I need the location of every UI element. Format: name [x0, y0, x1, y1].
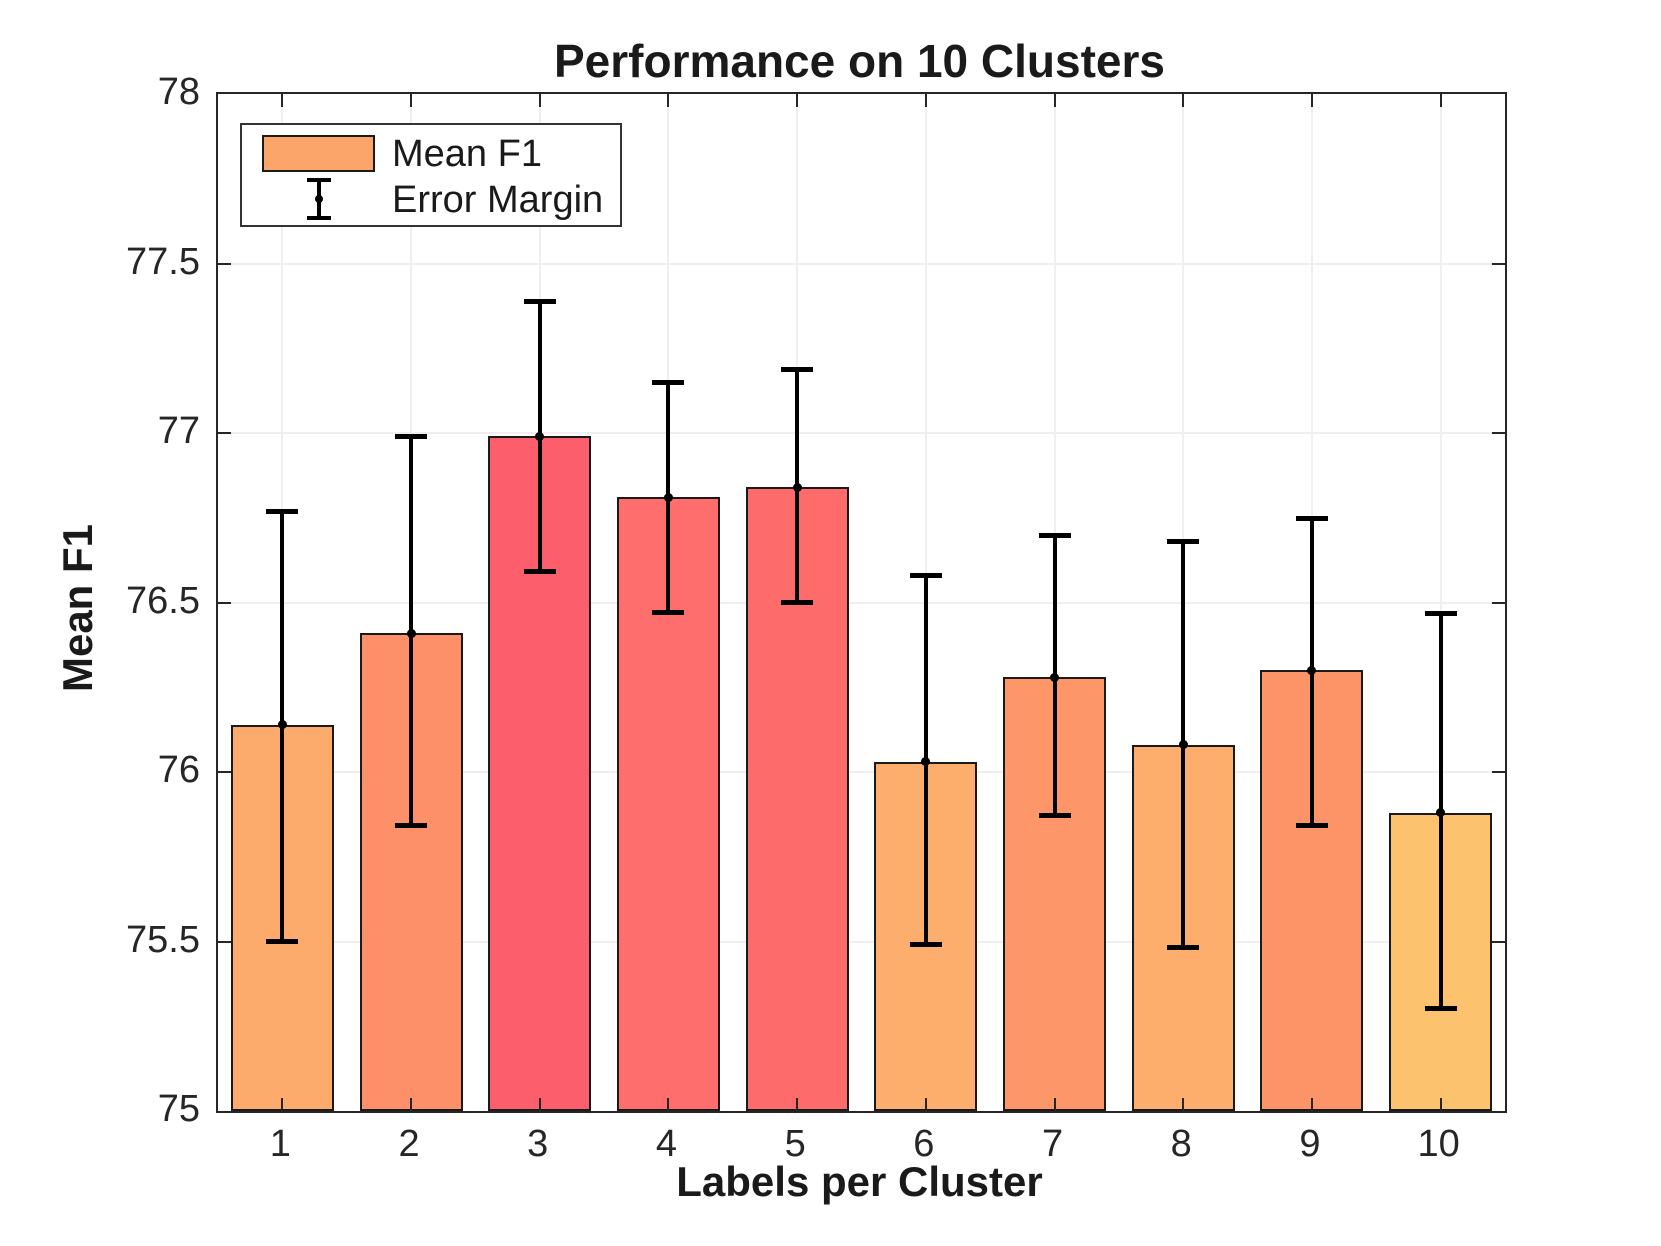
y-tick-label: 77.5 [126, 240, 200, 283]
error-bar-cap-top [781, 366, 814, 372]
x-tick-label: 2 [398, 1123, 420, 1165]
plot-area [216, 92, 1507, 1113]
x-tick [1053, 1098, 1056, 1111]
error-bar-cap-top [1295, 515, 1328, 521]
legend-label: Error Margin [392, 179, 604, 221]
y-tick [1492, 432, 1505, 434]
y-tick-label: 78 [157, 71, 200, 113]
error-bar-cap-top [266, 508, 299, 514]
gridline-h [218, 601, 1505, 604]
x-tick [538, 1098, 541, 1111]
error-bar-cap-top [652, 380, 685, 386]
x-tick-label: 10 [1417, 1123, 1460, 1165]
x-tick [1053, 94, 1056, 107]
y-tick [218, 262, 231, 265]
legend-errorbar-icon [304, 176, 334, 222]
y-tick [1492, 262, 1505, 265]
error-bar-cap-bottom [395, 823, 428, 829]
x-tick [1182, 1098, 1185, 1111]
y-tick [1492, 940, 1505, 943]
x-tick-label: 7 [1041, 1123, 1064, 1165]
x-tick [924, 94, 927, 107]
y-tick-label: 77 [157, 410, 200, 452]
legend-bar-swatch [262, 135, 375, 172]
x-tick [281, 94, 284, 107]
error-bar-marker [277, 720, 287, 730]
x-tick-label: 9 [1299, 1123, 1321, 1165]
x-tick [1310, 1098, 1313, 1111]
y-tick-label: 75 [157, 1088, 200, 1130]
error-bar-marker [406, 628, 416, 638]
y-tick [218, 940, 231, 943]
error-bar-cap-bottom [1295, 823, 1328, 829]
error-bar-marker [792, 482, 802, 492]
legend-item-mean-f1: Mean F1 [242, 129, 620, 175]
x-tick-label: 4 [655, 1123, 677, 1165]
gridline-h [218, 432, 1505, 434]
y-tick-label: 76.5 [126, 579, 200, 622]
bar [616, 497, 720, 1111]
y-tick [1492, 601, 1505, 604]
x-tick-label: 1 [269, 1123, 291, 1165]
y-tick [218, 432, 231, 434]
error-bar-marker [1436, 808, 1446, 818]
x-tick [281, 1098, 284, 1111]
y-tick [218, 771, 231, 773]
error-bar-cap-bottom [1038, 813, 1071, 819]
gridline-h [218, 262, 1505, 265]
legend-item-error-margin: Error Margin [242, 175, 620, 221]
error-bar-marker [535, 431, 545, 441]
error-bar-cap-bottom [1167, 945, 1200, 951]
x-tick [1439, 94, 1442, 107]
x-tick [796, 1098, 799, 1111]
error-bar-cap-top [395, 434, 428, 440]
y-tick-label: 75.5 [126, 918, 200, 961]
x-tick-label: 8 [1170, 1123, 1192, 1165]
error-bar-cap-top [1167, 539, 1200, 545]
error-bar-cap-bottom [652, 609, 685, 615]
x-tick [667, 94, 670, 107]
x-tick [410, 94, 413, 107]
error-bar-marker [921, 757, 931, 767]
error-bar-cap-top [1038, 532, 1071, 538]
x-tick [1439, 1098, 1442, 1111]
gridline-h [218, 940, 1505, 943]
error-bar-marker [1307, 665, 1317, 675]
x-axis-label: Labels per Cluster [676, 1158, 1043, 1205]
error-bar-cap-bottom [523, 568, 556, 574]
error-bar-marker [663, 492, 673, 502]
x-tick [1182, 94, 1185, 107]
x-tick [538, 94, 541, 107]
error-bar-marker [1050, 672, 1060, 682]
chart-title: Performance on 10 Clusters [553, 35, 1165, 87]
gridline-h [218, 771, 1505, 773]
legend-label: Mean F1 [392, 133, 542, 175]
legend: Mean F1 Error Margin [240, 123, 622, 227]
error-bar-cap-top [1424, 610, 1457, 616]
error-bar-cap-bottom [781, 599, 814, 605]
y-tick [1492, 771, 1505, 773]
x-tick [410, 1098, 413, 1111]
error-bar-cap-top [909, 573, 942, 579]
y-tick [218, 601, 231, 604]
gridline-v [1439, 94, 1442, 1111]
error-bar-cap-bottom [909, 941, 942, 947]
x-tick-label: 6 [913, 1123, 935, 1165]
error-bar-cap-bottom [1424, 1006, 1457, 1012]
x-tick [1310, 94, 1313, 107]
x-tick [924, 1098, 927, 1111]
x-tick [796, 94, 799, 107]
y-tick-label: 76 [157, 749, 200, 791]
x-tick-label: 5 [784, 1123, 806, 1165]
error-bar-cap-bottom [266, 938, 299, 944]
error-bar-marker [1178, 740, 1188, 750]
x-tick [667, 1098, 670, 1111]
error-bar-cap-top [523, 298, 556, 304]
x-tick-label: 3 [527, 1123, 549, 1165]
